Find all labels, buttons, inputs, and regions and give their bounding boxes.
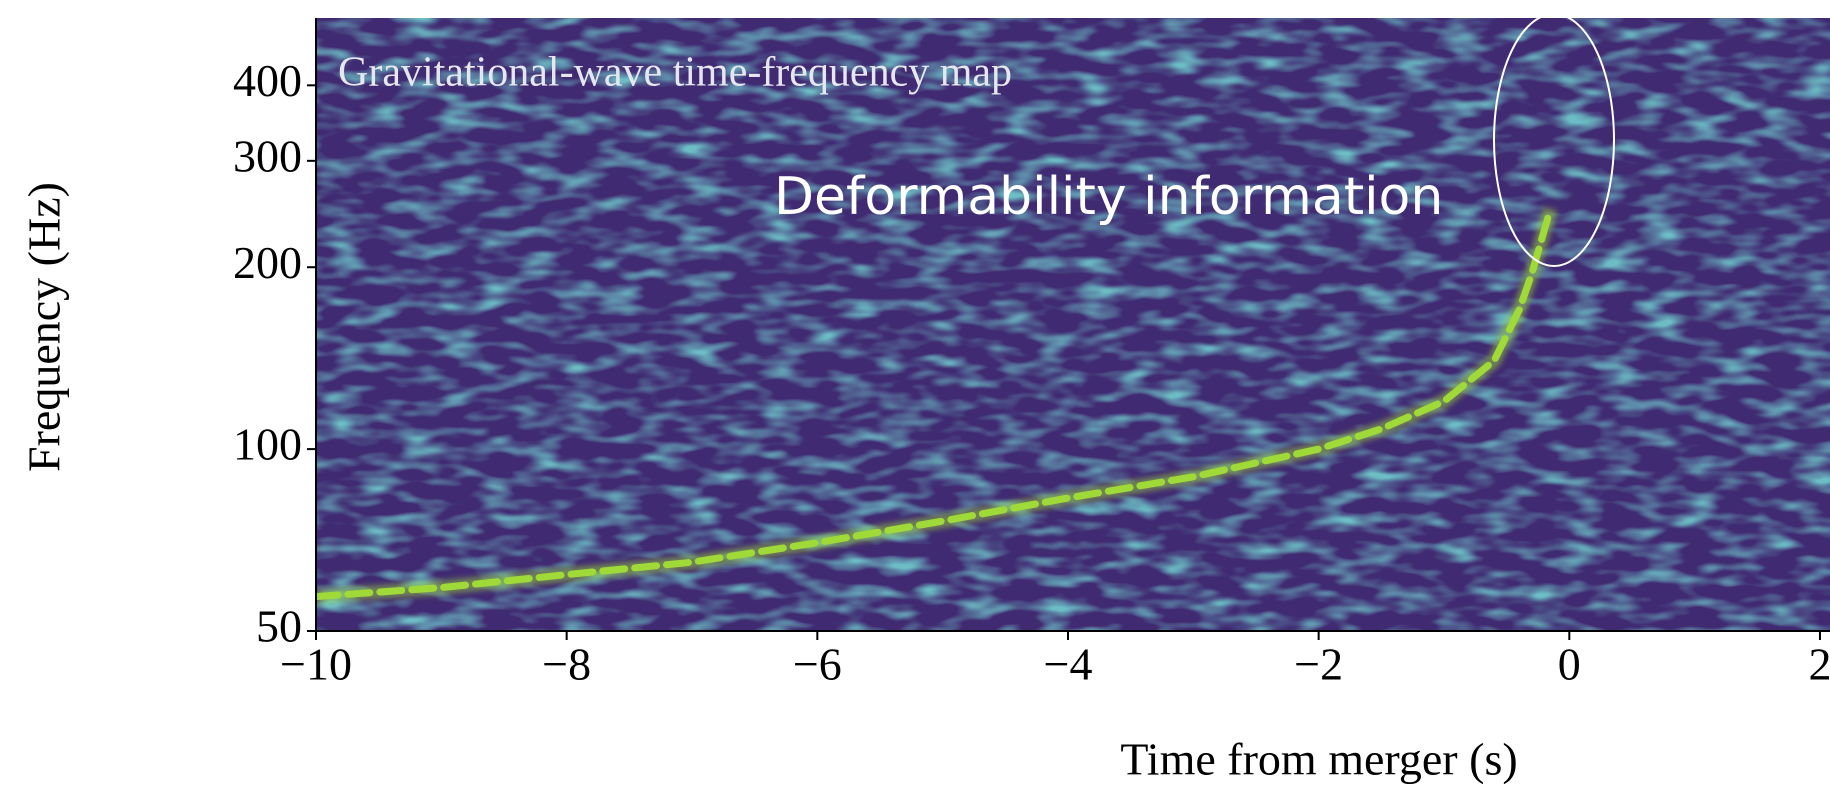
annotation: Deformability information (774, 167, 1443, 227)
y-tick-label: 400 (233, 55, 302, 106)
x-tick-label: −4 (1044, 639, 1093, 690)
y-axis-label: Frequency (Hz) (19, 182, 70, 472)
y-tick-label: 200 (233, 237, 302, 288)
annotation-ellipse (1493, 13, 1615, 267)
chart-title: Gravitational-wave time-frequency map (338, 50, 1012, 96)
y-tick-label: 50 (256, 601, 302, 652)
spectrogram-noise (316, 18, 1830, 631)
x-tick-label: −10 (280, 639, 352, 690)
x-tick-label: 2 (1808, 639, 1830, 690)
x-tick-label: −2 (1294, 639, 1343, 690)
x-tick-label: 0 (1558, 639, 1581, 690)
y-tick-label: 300 (233, 130, 302, 181)
x-tick-label: −6 (793, 639, 842, 690)
x-tick-label: −8 (542, 639, 591, 690)
chirp-track (316, 205, 1554, 601)
y-tick-label: 100 (233, 419, 302, 470)
plot-area (316, 18, 1830, 631)
x-axis-label: Time from merger (s) (1120, 734, 1517, 785)
